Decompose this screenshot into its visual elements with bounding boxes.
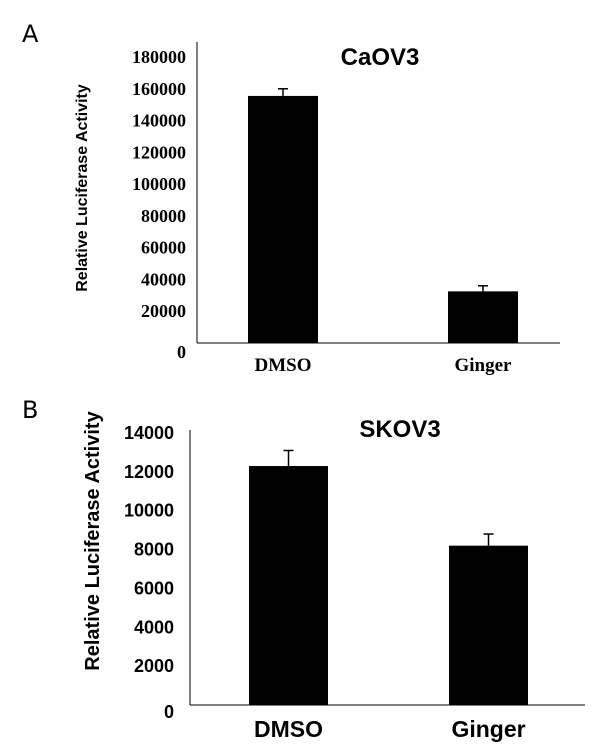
panel-a-tick-label-180000: 180000 [132,47,186,67]
panel-b: B SKOV3 Relative Luciferase Activity 0 20… [22,396,585,742]
panel-a-title: CaOV3 [341,44,420,71]
panel-a-tick-label-80000: 80000 [141,206,186,226]
panel-a-tick-labels: 0 20000 40000 60000 80000 100000 120000 140000 1… [132,47,186,362]
panel-b-tick-label-0: 0 [164,702,174,722]
panel-a-tick-label-140000: 140000 [132,111,186,131]
panel-a-category-labels: DMSO Ginger [255,355,513,376]
panel-a-tick-label-160000: 160000 [132,79,186,99]
panel-a-tick-label-0: 0 [177,342,186,362]
panel-b-tick-label-10000: 10000 [124,501,174,521]
panel-b-letter: B [22,396,38,424]
panel-b-tick-label-4000: 4000 [134,617,174,637]
panel-b-tick-label-6000: 6000 [134,578,174,598]
panel-b-bar-dmso [249,466,328,705]
panel-b-category-label-ginger: Ginger [451,716,525,742]
panel-b-tick-label-8000: 8000 [134,540,174,560]
panel-b-bar-ginger [449,545,528,705]
panel-a-bars [248,88,518,343]
panel-b-tick-label-2000: 2000 [134,656,174,676]
panel-b-category-labels: DMSO Ginger [254,716,526,742]
panel-a-bar-ginger [448,291,518,343]
panel-a-category-label-dmso: DMSO [255,355,312,376]
panel-b-bars [249,449,528,705]
panel-b-tick-labels: 0 2000 4000 6000 8000 10000 12000 14000 [124,423,174,722]
panel-a-letter: A [22,20,39,48]
panel-b-tick-label-14000: 14000 [124,423,174,443]
panel-b-y-axis-label: Relative Luciferase Activity [82,410,104,670]
panel-b-title: SKOV3 [359,416,440,443]
panel-a-tick-label-100000: 100000 [132,174,186,194]
panel-a-tick-label-60000: 60000 [141,238,186,258]
panel-a-y-axis-label: Relative Luciferase Activity [74,84,91,292]
panel-a-tick-label-120000: 120000 [132,142,186,162]
panel-b-category-label-dmso: DMSO [254,716,323,742]
panel-a: A CaOV3 Relative Luciferase Activity 0 20… [22,20,560,376]
panel-a-tick-label-20000: 20000 [141,301,186,321]
panel-a-category-label-ginger: Ginger [455,355,513,376]
panel-a-tick-label-40000: 40000 [141,269,186,289]
panel-a-bar-dmso [248,95,318,343]
panel-b-tick-label-12000: 12000 [124,462,174,482]
